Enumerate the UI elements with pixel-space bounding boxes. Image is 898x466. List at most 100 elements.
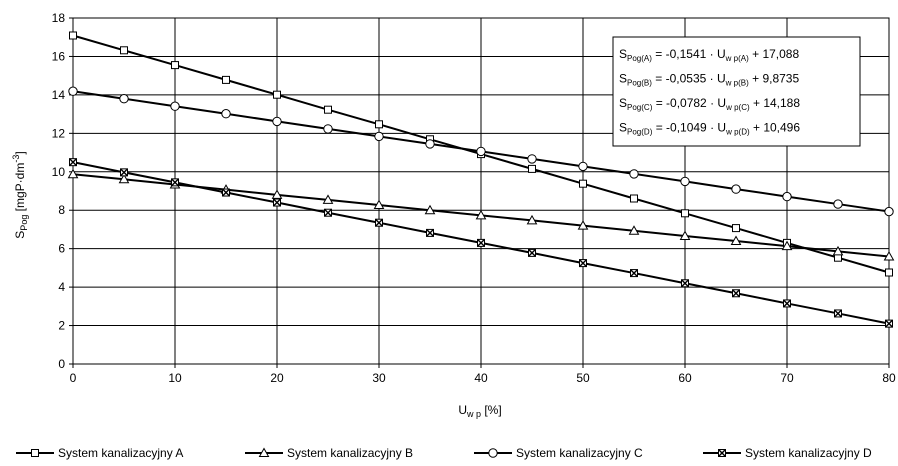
y-tick-label: 2 — [58, 319, 65, 333]
x-tick-label: 70 — [780, 371, 794, 385]
y-tick-label: 16 — [52, 49, 66, 63]
data-point-d — [172, 179, 179, 186]
y-axis-title-main: S — [13, 231, 27, 239]
x-tick-label: 40 — [474, 371, 488, 385]
y-tick-label: 0 — [58, 357, 65, 371]
data-point-a — [376, 121, 383, 128]
equation-part: + 17,088 — [749, 47, 800, 61]
data-point-a — [631, 195, 638, 202]
equation-part: w p(A) — [725, 54, 749, 63]
data-point-c — [69, 87, 77, 95]
data-point-c — [885, 207, 893, 215]
data-point-d — [631, 270, 638, 277]
data-point-c — [783, 192, 791, 200]
x-axis-title-main: U — [458, 403, 467, 417]
y-axis-title-sup: -3 — [11, 155, 21, 163]
data-point-d — [70, 159, 77, 166]
equation-part: S — [619, 72, 627, 86]
legend-label: System kanalizacyjny C — [516, 446, 643, 460]
data-point-d — [784, 300, 791, 307]
legend-label: System kanalizacyjny B — [287, 446, 413, 460]
y-tick-label: 4 — [58, 280, 65, 294]
equation-part: S — [619, 47, 627, 61]
x-tick-label: 50 — [576, 371, 590, 385]
y-tick-label: 8 — [58, 203, 65, 217]
data-point-a — [580, 180, 587, 187]
y-axis-title-unit: [mgP·dm — [13, 163, 27, 215]
legend-label: System kanalizacyjny D — [745, 446, 872, 460]
y-axis-title-close: ] — [13, 151, 27, 154]
data-point-d — [325, 209, 332, 216]
data-point-d — [835, 310, 842, 317]
data-point-d — [376, 219, 383, 226]
equation-part: = -0,1541 · U — [652, 47, 726, 61]
data-point-c — [273, 117, 281, 125]
data-point-a — [682, 210, 689, 217]
data-point-d — [121, 169, 128, 176]
data-point-c — [528, 155, 536, 163]
data-point-a — [121, 47, 128, 54]
equation-part: = -0,1049 · U — [652, 121, 726, 135]
data-point-a — [274, 91, 281, 98]
x-tick-label: 20 — [270, 371, 284, 385]
x-axis-title-sub: w p — [466, 409, 481, 419]
y-tick-label: 12 — [52, 126, 66, 140]
equation-part: + 10,496 — [750, 121, 801, 135]
data-point-d — [478, 239, 485, 246]
data-point-d — [427, 229, 434, 236]
data-point-c — [630, 170, 638, 178]
data-point-c — [222, 110, 230, 118]
data-point-a — [172, 62, 179, 69]
data-point-d — [223, 189, 230, 196]
y-tick-label: 10 — [52, 165, 66, 179]
equation-part: Pog(D) — [627, 128, 653, 137]
data-point-d — [733, 290, 740, 297]
data-point-c — [579, 162, 587, 170]
equation-part: Pog(C) — [627, 103, 653, 112]
data-point-a — [886, 269, 893, 276]
x-tick-label: 10 — [168, 371, 182, 385]
data-point-c — [732, 185, 740, 193]
equation-part: = -0,0535 · U — [652, 72, 726, 86]
equation-part: + 14,188 — [750, 96, 801, 110]
data-point-d — [529, 249, 536, 256]
equation-part: = -0,0782 · U — [652, 96, 726, 110]
data-point-a — [325, 106, 332, 113]
data-point-a — [529, 165, 536, 172]
data-point-c — [171, 102, 179, 110]
data-point-d — [886, 320, 893, 327]
equation-part: Pog(B) — [627, 79, 652, 88]
legend-swatch-marker — [719, 450, 726, 457]
x-tick-label: 80 — [882, 371, 896, 385]
data-point-c — [426, 140, 434, 148]
legend-swatch-marker — [489, 449, 497, 457]
legend-swatch-marker — [32, 450, 39, 457]
data-point-d — [274, 199, 281, 206]
x-axis-title-unit: [%] — [481, 403, 502, 417]
x-tick-label: 30 — [372, 371, 386, 385]
data-point-c — [681, 177, 689, 185]
data-point-c — [375, 132, 383, 140]
equation-part: S — [619, 96, 627, 110]
x-tick-label: 0 — [70, 371, 77, 385]
x-tick-label: 60 — [678, 371, 692, 385]
equation-box: SPog(A) = -0,1541 · Uw p(A) + 17,088SPog… — [613, 37, 860, 146]
data-point-c — [324, 125, 332, 133]
data-point-c — [834, 200, 842, 208]
data-point-c — [477, 147, 485, 155]
equation-part: w p(C) — [725, 103, 750, 112]
data-point-d — [580, 260, 587, 267]
data-point-d — [682, 280, 689, 287]
equation-part: + 9,8735 — [749, 72, 800, 86]
data-point-a — [223, 76, 230, 83]
equation-part: w p(B) — [725, 79, 749, 88]
y-tick-label: 18 — [52, 11, 66, 25]
equation-part: Pog(A) — [627, 54, 652, 63]
data-point-c — [120, 95, 128, 103]
data-point-a — [733, 225, 740, 232]
y-axis-title-sub: Pog — [19, 215, 29, 231]
y-tick-label: 6 — [58, 242, 65, 256]
equation-part: w p(D) — [725, 128, 750, 137]
y-tick-label: 14 — [52, 88, 66, 102]
